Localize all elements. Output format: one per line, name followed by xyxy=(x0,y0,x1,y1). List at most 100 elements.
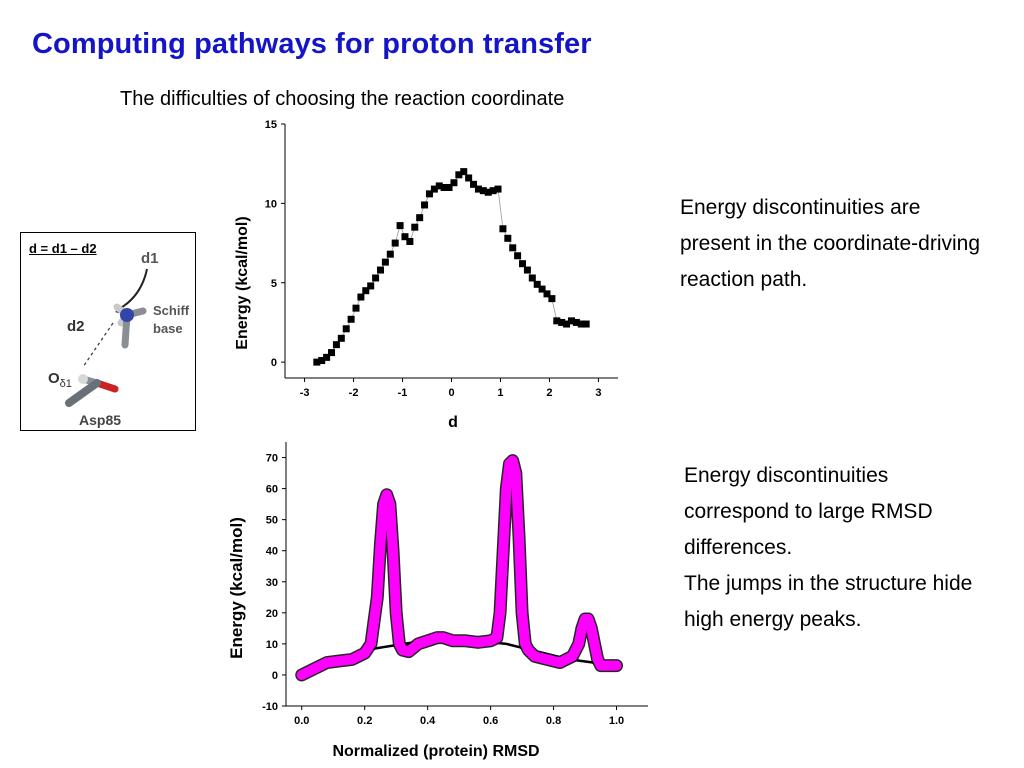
chart2-xtick-label: 0.2 xyxy=(357,715,372,727)
chart2-point xyxy=(498,545,509,556)
chart1-xtick-label: 1 xyxy=(497,387,503,399)
chart1-point xyxy=(528,274,536,282)
chart1-xtick-label: 0 xyxy=(448,387,454,399)
chart2-ytick-label: 70 xyxy=(266,453,278,465)
slide-title: Computing pathways for proton transfer xyxy=(32,28,592,60)
chart2-point xyxy=(501,483,512,494)
chart1-point xyxy=(474,185,482,193)
chart1-point xyxy=(367,282,375,290)
schiff-label: Schiff xyxy=(153,303,190,318)
chart1-point xyxy=(489,187,497,195)
chart2-point xyxy=(583,614,594,625)
chart1-point xyxy=(318,357,326,365)
chart1-point xyxy=(342,325,350,333)
chart2-rmsd-series xyxy=(296,455,622,680)
chart1-point xyxy=(479,187,487,195)
asp85-label: Asp85 xyxy=(79,412,121,428)
chart2-point xyxy=(513,530,524,541)
chart2-ytick-label: 0 xyxy=(272,670,278,682)
chart2-point xyxy=(460,635,471,646)
chart2-point xyxy=(491,632,502,643)
chart1-xtick-label: -3 xyxy=(300,387,310,399)
chart2-point xyxy=(507,455,518,466)
chart1-xlabel: d xyxy=(448,414,458,431)
chart1-point xyxy=(470,180,478,188)
chart1-point xyxy=(406,237,414,245)
chart1-point xyxy=(499,225,507,233)
chart2-point xyxy=(422,635,433,646)
chart1-point xyxy=(455,171,463,179)
chart1-point xyxy=(577,320,585,328)
chart1-point xyxy=(450,179,458,187)
chart2-point xyxy=(495,607,506,618)
chart1-xtick-label: 3 xyxy=(595,387,601,399)
chart2-xtick-label: 1.0 xyxy=(609,715,624,727)
chart1-point xyxy=(519,260,527,268)
chart2-point xyxy=(510,468,521,479)
chart2-ytick-label: 20 xyxy=(266,608,278,620)
chart2-point xyxy=(586,623,597,634)
d1-label: d1 xyxy=(141,250,159,267)
chart1-point xyxy=(328,349,336,357)
chart1-point xyxy=(396,222,404,230)
chart1-point xyxy=(533,280,541,288)
note-bottom: Energy discontinuities correspond to lar… xyxy=(684,458,994,638)
chart1-point xyxy=(567,317,575,325)
chart2-point xyxy=(529,651,540,662)
chart2-point xyxy=(438,632,449,643)
oxygen-label: Oδ1 xyxy=(48,370,72,390)
chart2-point xyxy=(573,638,584,649)
chart2-point xyxy=(576,623,587,634)
chart2-ytick-label: 60 xyxy=(266,484,278,496)
note-top: Energy discontinuities are present in th… xyxy=(680,190,980,298)
chart2-point xyxy=(334,655,345,666)
chart1-point xyxy=(421,201,429,209)
chart1-point xyxy=(416,214,424,222)
chart1-point xyxy=(347,315,355,323)
nitrogen-atom xyxy=(120,308,134,322)
chart2-ylabel: Energy (kcal/mol) xyxy=(227,517,246,659)
chart1-point xyxy=(435,182,443,190)
note-top-text: Energy discontinuities are present in th… xyxy=(680,196,981,291)
chart1-point xyxy=(494,185,502,193)
chart1-point xyxy=(352,304,360,312)
chart1-point xyxy=(332,341,340,349)
chart1-point xyxy=(411,223,419,231)
chart2-point xyxy=(381,489,392,500)
d2-label: d2 xyxy=(67,318,85,335)
chart2-point xyxy=(413,638,424,649)
chart1-point xyxy=(582,320,590,328)
chart2-point xyxy=(611,660,622,671)
reaction-coordinate-inset: d = d1 – d2 d1 Schiff base d2 Oδ1 Asp85 xyxy=(20,232,196,431)
oxygen-atom xyxy=(78,374,88,384)
chart1-ylabel: Energy (kcal/mol) xyxy=(234,216,251,349)
chart2-ytick-label: 50 xyxy=(266,515,278,527)
chart-energy-vs-d: 0 5 10 15 -3 -2 -1 0 1 2 3 Energy (kcal/mol) d xyxy=(234,119,618,431)
chart1-point xyxy=(362,287,370,295)
chart1-point xyxy=(484,188,492,196)
chart2-ytick-label: 30 xyxy=(266,577,278,589)
chart1-xtick-label: -2 xyxy=(349,387,359,399)
chart2-point xyxy=(372,592,383,603)
chart1-point xyxy=(401,233,409,241)
chart1-point xyxy=(509,244,517,252)
chart2-point xyxy=(347,654,358,665)
chart1-point xyxy=(357,293,365,301)
chart1-xtick-label: -1 xyxy=(398,387,408,399)
chart2-point xyxy=(403,646,414,657)
chart1-point xyxy=(460,168,468,176)
note-bottom-line-1: Energy discontinuities correspond to lar… xyxy=(684,464,933,559)
chart2-point xyxy=(473,637,484,648)
molecule-diagram: d1 Schiff base d2 Oδ1 Asp85 xyxy=(48,250,190,428)
chart1-point xyxy=(337,334,345,342)
chart1-point xyxy=(440,184,448,191)
chart2-point xyxy=(517,607,528,618)
chart1-point xyxy=(558,318,566,326)
chart1-point xyxy=(381,258,389,266)
chart1-ytick-label: 5 xyxy=(271,278,277,290)
chart2-point xyxy=(391,607,402,618)
chart2-xtick-label: 0.0 xyxy=(294,715,309,727)
chart2-xtick-label: 0.8 xyxy=(546,715,561,727)
chart1-point xyxy=(425,190,433,198)
chart1-point xyxy=(386,250,394,258)
